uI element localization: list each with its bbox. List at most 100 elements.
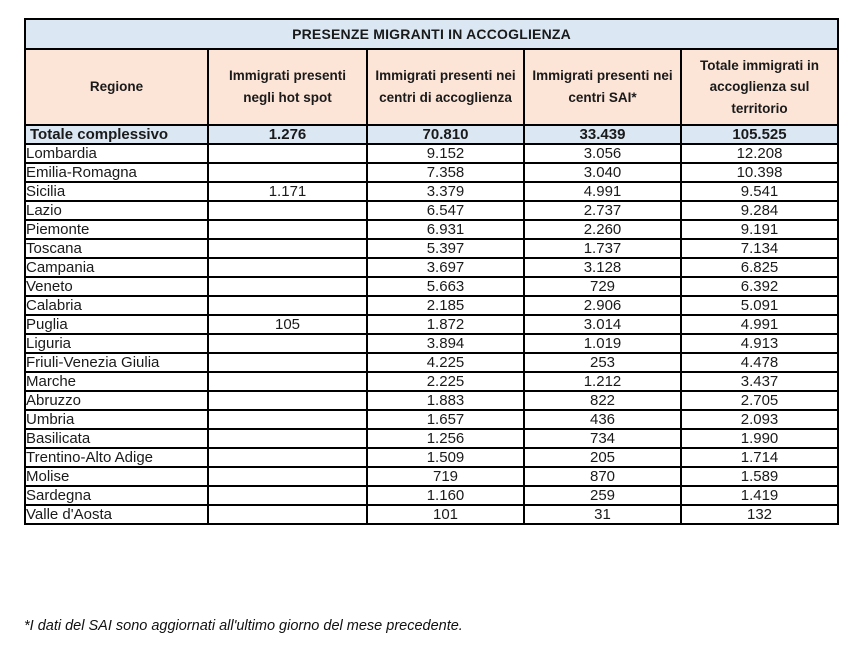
hot-spot-value (207, 390, 368, 411)
hot-spot-value (207, 409, 368, 430)
centri-accoglienza-value: 719 (366, 466, 525, 487)
table-title: PRESENZE MIGRANTI IN ACCOGLIENZA (23, 18, 840, 50)
table-row: Umbria 1.657 436 2.093 (24, 409, 840, 430)
hot-spot-value (207, 447, 368, 468)
totale-value: 9.541 (679, 181, 840, 202)
region-name: Campania (24, 257, 209, 278)
totale-value: 12.208 (679, 143, 840, 164)
table-title-row: PRESENZE MIGRANTI IN ACCOGLIENZA (23, 18, 840, 50)
centri-accoglienza-value: 3.379 (366, 181, 525, 202)
centri-sai-value: 3.128 (523, 257, 682, 278)
centri-accoglienza-value: 5.663 (366, 276, 525, 297)
centri-accoglienza-value: 1.160 (366, 485, 525, 506)
table-row: Sicilia 1.171 3.379 4.991 9.541 (24, 181, 840, 202)
presenze-migranti-table: PRESENZE MIGRANTI IN ACCOGLIENZA Regione… (23, 18, 840, 525)
centri-sai-value: 729 (523, 276, 682, 297)
total-centri-accoglienza-value: 70.810 (366, 124, 525, 145)
column-header-centri-accoglienza: Immigrati presenti nei centri di accogli… (366, 48, 525, 126)
hot-spot-value (207, 295, 368, 316)
totale-value: 9.284 (679, 200, 840, 221)
centri-sai-value: 4.991 (523, 181, 682, 202)
table-row: Emilia-Romagna 7.358 3.040 10.398 (24, 162, 840, 183)
table-row: Trentino-Alto Adige 1.509 205 1.714 (24, 447, 840, 468)
centri-accoglienza-value: 1.872 (366, 314, 525, 335)
region-name: Umbria (24, 409, 209, 430)
centri-sai-value: 1.019 (523, 333, 682, 354)
table-row: Lombardia 9.152 3.056 12.208 (24, 143, 840, 164)
centri-sai-value: 822 (523, 390, 682, 411)
column-header-hot-spot: Immigrati presenti negli hot spot (207, 48, 368, 126)
totale-value: 132 (679, 504, 840, 525)
centri-sai-value: 259 (523, 485, 682, 506)
totale-value: 10.398 (679, 162, 840, 183)
total-hot-spot-value: 1.276 (207, 124, 368, 145)
centri-sai-value: 3.056 (523, 143, 682, 164)
centri-sai-value: 2.260 (523, 219, 682, 240)
totale-value: 1.419 (679, 485, 840, 506)
region-name: Valle d'Aosta (24, 504, 209, 525)
totale-value: 1.990 (679, 428, 840, 449)
totale-value: 2.093 (679, 409, 840, 430)
hot-spot-value (207, 219, 368, 240)
hot-spot-value (207, 200, 368, 221)
region-name: Sicilia (24, 181, 209, 202)
centri-accoglienza-value: 2.225 (366, 371, 525, 392)
totale-value: 1.714 (679, 447, 840, 468)
table-row: Toscana 5.397 1.737 7.134 (24, 238, 840, 259)
table-row: Lazio 6.547 2.737 9.284 (24, 200, 840, 221)
table-row: Calabria 2.185 2.906 5.091 (24, 295, 840, 316)
table-row: Abruzzo 1.883 822 2.705 (24, 390, 840, 411)
hot-spot-value (207, 504, 368, 525)
centri-sai-value: 253 (523, 352, 682, 373)
region-name: Calabria (24, 295, 209, 316)
centri-accoglienza-value: 6.547 (366, 200, 525, 221)
centri-accoglienza-value: 1.256 (366, 428, 525, 449)
totale-value: 6.392 (679, 276, 840, 297)
hot-spot-value (207, 485, 368, 506)
total-centri-sai-value: 33.439 (523, 124, 682, 145)
hot-spot-value: 105 (207, 314, 368, 335)
centri-sai-value: 3.014 (523, 314, 682, 335)
region-name: Basilicata (24, 428, 209, 449)
totale-value: 6.825 (679, 257, 840, 278)
totale-value: 5.091 (679, 295, 840, 316)
totale-value: 4.913 (679, 333, 840, 354)
region-name: Marche (24, 371, 209, 392)
hot-spot-value (207, 466, 368, 487)
table-row: Basilicata 1.256 734 1.990 (24, 428, 840, 449)
region-name: Piemonte (24, 219, 209, 240)
column-header-regione: Regione (24, 48, 209, 126)
hot-spot-value (207, 428, 368, 449)
footnote: *I dati del SAI sono aggiornati all'ulti… (24, 618, 463, 634)
table-body: Totale complessivo 1.276 70.810 33.439 1… (24, 124, 840, 525)
region-name: Puglia (24, 314, 209, 335)
region-name: Sardegna (24, 485, 209, 506)
centri-sai-value: 1.212 (523, 371, 682, 392)
hot-spot-value (207, 352, 368, 373)
region-name: Lazio (24, 200, 209, 221)
region-name: Abruzzo (24, 390, 209, 411)
totale-value: 1.589 (679, 466, 840, 487)
hot-spot-value (207, 333, 368, 354)
column-header-centri-sai: Immigrati presenti nei centri SAI* (523, 48, 682, 126)
table-row: Friuli-Venezia Giulia 4.225 253 4.478 (24, 352, 840, 373)
region-name: Veneto (24, 276, 209, 297)
centri-sai-value: 2.906 (523, 295, 682, 316)
centri-sai-value: 3.040 (523, 162, 682, 183)
centri-sai-value: 2.737 (523, 200, 682, 221)
centri-accoglienza-value: 5.397 (366, 238, 525, 259)
hot-spot-value (207, 371, 368, 392)
table-row: Valle d'Aosta 101 31 132 (24, 504, 840, 525)
table-row: Veneto 5.663 729 6.392 (24, 276, 840, 297)
centri-accoglienza-value: 3.697 (366, 257, 525, 278)
centri-sai-value: 436 (523, 409, 682, 430)
table-header-row: Regione Immigrati presenti negli hot spo… (24, 48, 840, 126)
totale-value: 4.478 (679, 352, 840, 373)
totale-value: 2.705 (679, 390, 840, 411)
centri-accoglienza-value: 9.152 (366, 143, 525, 164)
centri-accoglienza-value: 2.185 (366, 295, 525, 316)
region-name: Emilia-Romagna (24, 162, 209, 183)
table-row: Piemonte 6.931 2.260 9.191 (24, 219, 840, 240)
region-name: Friuli-Venezia Giulia (24, 352, 209, 373)
